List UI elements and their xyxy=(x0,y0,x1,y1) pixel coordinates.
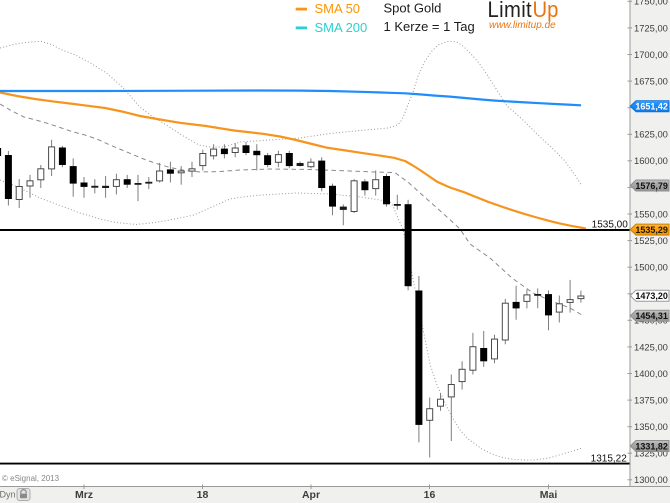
svg-text:© eSignal, 2013: © eSignal, 2013 xyxy=(2,474,60,483)
svg-text:1550,00: 1550,00 xyxy=(634,208,668,219)
svg-text:1651,42: 1651,42 xyxy=(635,102,668,112)
svg-text:1725,00: 1725,00 xyxy=(634,22,668,33)
svg-text:16: 16 xyxy=(424,489,436,501)
svg-text:1625,00: 1625,00 xyxy=(634,129,668,140)
svg-text:1500,00: 1500,00 xyxy=(634,262,668,273)
svg-text:1350,00: 1350,00 xyxy=(634,421,668,432)
svg-text:Apr: Apr xyxy=(302,489,320,501)
svg-text:1425,00: 1425,00 xyxy=(634,341,668,352)
svg-text:Limit: Limit xyxy=(488,0,533,22)
svg-text:Mai: Mai xyxy=(540,489,558,501)
svg-text:1535,00: 1535,00 xyxy=(592,220,629,231)
svg-text:1 Kerze = 1 Tag: 1 Kerze = 1 Tag xyxy=(384,19,475,34)
svg-text:SMA 200: SMA 200 xyxy=(315,20,368,35)
svg-text:1400,00: 1400,00 xyxy=(634,368,668,379)
svg-text:1525,00: 1525,00 xyxy=(634,235,668,246)
svg-text:1331,82: 1331,82 xyxy=(635,441,668,451)
svg-text:18: 18 xyxy=(197,489,209,501)
svg-text:Spot Gold: Spot Gold xyxy=(384,0,442,15)
svg-text:1375,00: 1375,00 xyxy=(634,395,668,406)
svg-text:Up: Up xyxy=(533,0,559,22)
svg-text:1300,00: 1300,00 xyxy=(634,474,668,485)
svg-text:1473,20: 1473,20 xyxy=(635,291,668,301)
svg-text:1600,00: 1600,00 xyxy=(634,155,668,166)
svg-text:SMA 50: SMA 50 xyxy=(315,1,361,16)
svg-text:1325,00: 1325,00 xyxy=(634,448,668,459)
svg-text:1315,22: 1315,22 xyxy=(591,453,628,464)
svg-text:1700,00: 1700,00 xyxy=(634,49,668,60)
svg-text:1750,00: 1750,00 xyxy=(634,0,668,7)
svg-text:1535,29: 1535,29 xyxy=(635,225,668,235)
svg-text:Mrz: Mrz xyxy=(75,489,93,501)
svg-text:1576,79: 1576,79 xyxy=(635,181,668,191)
svg-text:1675,00: 1675,00 xyxy=(634,76,668,87)
svg-text:www.limitup.de: www.limitup.de xyxy=(489,20,556,31)
svg-text:Dyn: Dyn xyxy=(0,490,16,500)
svg-text:1454,31: 1454,31 xyxy=(635,311,668,321)
